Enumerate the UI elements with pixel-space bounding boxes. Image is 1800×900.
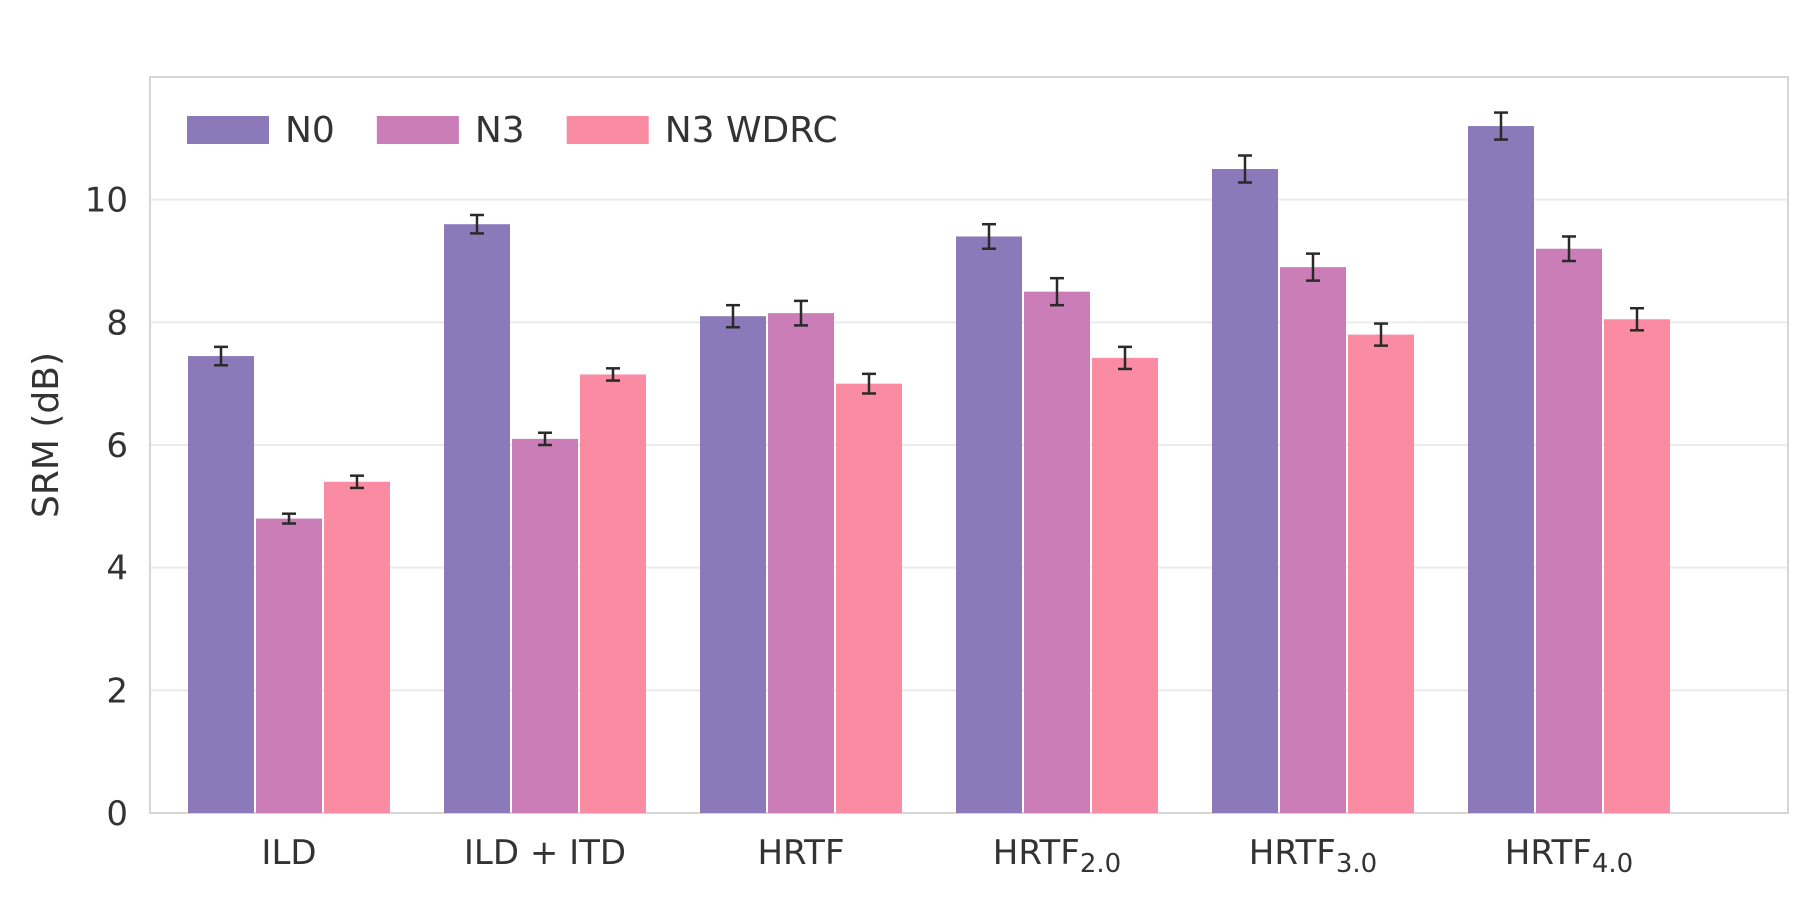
legend-item: N3 bbox=[376, 110, 525, 151]
y-tick-label: 0 bbox=[106, 794, 128, 834]
legend-swatch bbox=[376, 116, 459, 144]
bar-n3-wdrc bbox=[1604, 319, 1670, 813]
error-bar bbox=[1630, 306, 1644, 332]
bar-n0 bbox=[700, 316, 766, 813]
bar-n0 bbox=[444, 224, 510, 813]
error-bar bbox=[1306, 252, 1320, 282]
bar-n0 bbox=[956, 236, 1022, 813]
bar-n3 bbox=[512, 438, 578, 813]
error-bar bbox=[470, 213, 484, 235]
error-bar bbox=[350, 474, 364, 490]
bar-n3 bbox=[1536, 248, 1602, 813]
error-bar bbox=[794, 299, 808, 327]
legend-swatch bbox=[187, 116, 269, 144]
legend-item: N0 bbox=[187, 110, 335, 151]
legend-label: N0 bbox=[285, 110, 335, 151]
error-bar bbox=[1050, 276, 1064, 307]
bar-n0 bbox=[188, 356, 254, 813]
error-bar bbox=[214, 345, 228, 367]
error-bar bbox=[726, 303, 740, 329]
bar-n0 bbox=[1468, 126, 1534, 814]
y-tick-labels: 0 2 4 6 8 10 bbox=[85, 181, 128, 834]
error-bar bbox=[538, 431, 552, 447]
x-tick-label: HRTF3.0 bbox=[1249, 833, 1377, 879]
bar-n3 bbox=[256, 518, 322, 813]
y-tick-label: 6 bbox=[106, 426, 128, 466]
legend-item: N3 WDRC bbox=[566, 110, 838, 151]
y-tick-label: 10 bbox=[85, 181, 128, 221]
error-bar bbox=[606, 367, 620, 382]
x-tick-labels: ILD ILD + ITD HRTF HRTF2.0 HRTF3.0 HRTF4.0 bbox=[261, 833, 1633, 879]
y-tick-label: 8 bbox=[106, 303, 128, 343]
error-bar bbox=[1118, 345, 1132, 371]
bar-n3-wdrc bbox=[324, 481, 390, 813]
bar-n0 bbox=[1212, 169, 1278, 813]
x-tick-label: HRTF bbox=[757, 833, 844, 873]
legend: N0 N3 N3 WDRC bbox=[187, 110, 838, 151]
x-tick-label: HRTF4.0 bbox=[1505, 833, 1633, 879]
y-axis-label: SRM (dB) bbox=[26, 352, 67, 518]
error-bar bbox=[1562, 235, 1576, 263]
bar-n3-wdrc bbox=[836, 383, 902, 813]
bar-n3 bbox=[768, 313, 834, 813]
error-bars-layer bbox=[214, 111, 1644, 525]
legend-label: N3 WDRC bbox=[665, 110, 838, 151]
legend-label: N3 bbox=[475, 110, 525, 151]
y-tick-label: 4 bbox=[106, 549, 128, 589]
bar-n3-wdrc bbox=[1348, 334, 1414, 813]
bar-n3 bbox=[1024, 291, 1090, 814]
bar-n3-wdrc bbox=[580, 374, 646, 813]
x-tick-label: ILD + ITD bbox=[464, 833, 626, 873]
bar-n3 bbox=[1280, 267, 1346, 814]
x-tick-label: ILD bbox=[261, 833, 316, 873]
bar-n3-wdrc bbox=[1092, 357, 1158, 813]
legend-swatch bbox=[566, 116, 649, 144]
error-bar bbox=[282, 512, 296, 525]
error-bar bbox=[1238, 154, 1252, 184]
error-bar bbox=[862, 372, 876, 395]
x-tick-label: HRTF2.0 bbox=[993, 833, 1121, 879]
error-bar bbox=[1494, 111, 1508, 141]
error-bar bbox=[982, 222, 996, 250]
error-bar bbox=[1374, 322, 1388, 347]
bars-layer bbox=[188, 126, 1670, 814]
y-tick-label: 2 bbox=[106, 671, 128, 711]
